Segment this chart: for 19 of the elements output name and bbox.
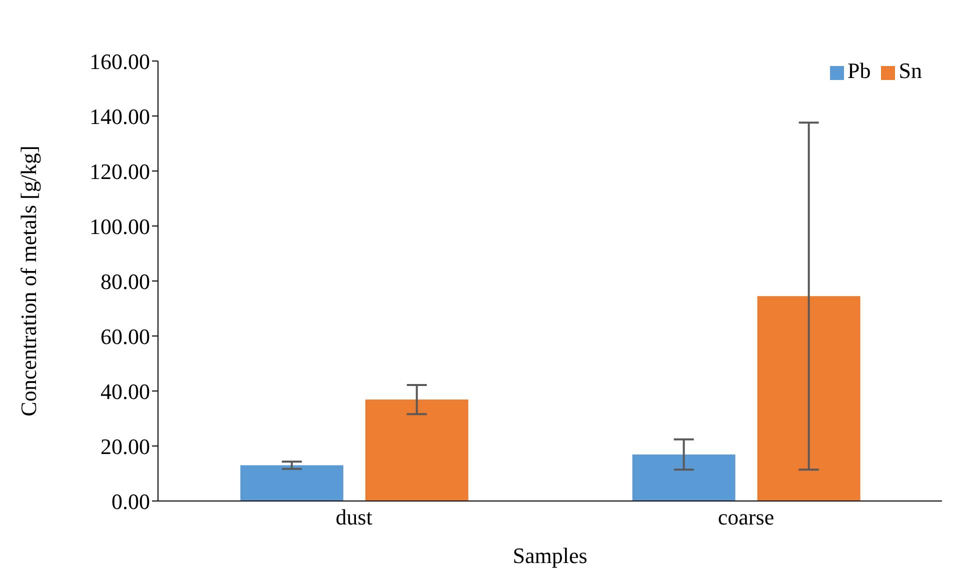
bar <box>757 296 860 501</box>
y-tick-label: 140.00 <box>90 104 150 129</box>
y-tick-label: 60.00 <box>100 324 150 349</box>
legend-label: Sn <box>898 58 922 83</box>
y-tick-label: 20.00 <box>100 434 150 459</box>
bar <box>240 465 344 501</box>
y-tick-label: 80.00 <box>100 268 150 294</box>
y-tick-label: 160.00 <box>90 48 150 74</box>
y-tick-label: 100.00 <box>90 214 150 239</box>
x-tick-label: dust <box>336 504 372 530</box>
y-tick-label: 40.00 <box>100 378 150 404</box>
y-tick-label: 120.00 <box>90 158 150 184</box>
legend-label: Pb <box>848 58 871 83</box>
bar <box>365 400 468 501</box>
y-tick-label: 0.00 <box>112 488 150 514</box>
x-tick-label: coarse <box>718 504 774 530</box>
y-axis-title: Concentration of metals [g/kg] <box>16 146 41 416</box>
bar <box>632 454 736 501</box>
x-axis-title: Samples <box>512 543 588 568</box>
